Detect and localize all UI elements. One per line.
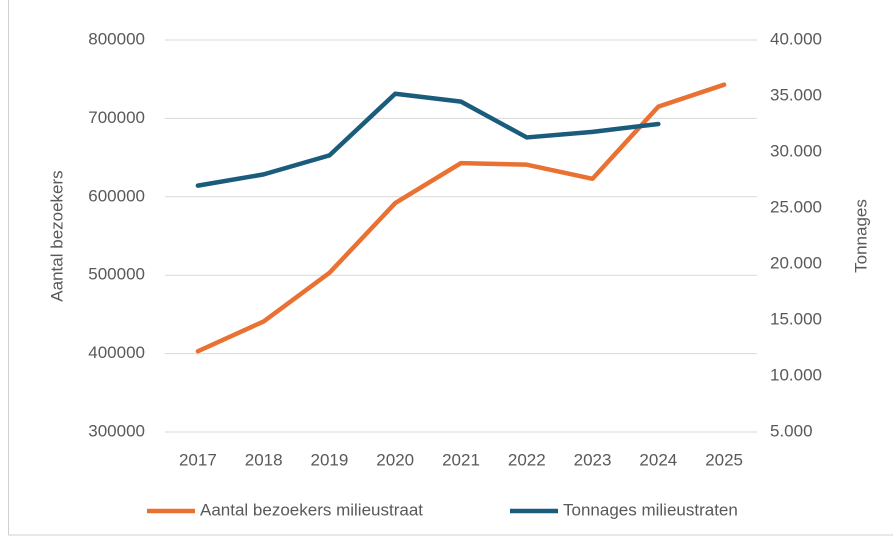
x-tick-label: 2022 [508, 450, 546, 469]
y2-tick-label: 20.000 [770, 253, 822, 272]
data-line [195, 82, 727, 354]
y2-tick-label: 15.000 [770, 309, 822, 328]
y-tick-label: 600000 [88, 186, 145, 205]
x-tick-label: 2020 [376, 450, 414, 469]
y-axis-label: Aantal bezoekers [47, 170, 66, 301]
y-tick-label: 800000 [88, 29, 145, 48]
y2-tick-label: 35.000 [770, 85, 822, 104]
chart-frame [8, 0, 893, 536]
y2-tick-label: 40.000 [770, 29, 822, 48]
legend-label: Tonnages milieustraten [563, 500, 738, 519]
y-tick-label: 700000 [88, 108, 145, 127]
y2-tick-label: 30.000 [770, 141, 822, 160]
x-tick-label: 2019 [311, 450, 349, 469]
y2-tick-label: 10.000 [770, 365, 822, 384]
y-tick-label: 500000 [88, 265, 145, 284]
y-tick-label: 400000 [88, 343, 145, 362]
y2-tick-label: 5.000 [770, 421, 813, 440]
x-tick-label: 2023 [574, 450, 612, 469]
y-tick-label: 300000 [88, 421, 145, 440]
y2-axis-label: Tonnages [851, 199, 870, 273]
legend-label: Aantal bezoekers milieustraat [200, 500, 423, 519]
x-tick-label: 2021 [442, 450, 480, 469]
data-line [195, 91, 661, 188]
x-tick-label: 2018 [245, 450, 283, 469]
y2-tick-label: 25.000 [770, 197, 822, 216]
x-tick-label: 2024 [639, 450, 677, 469]
x-tick-label: 2017 [179, 450, 217, 469]
x-tick-label: 2025 [705, 450, 743, 469]
